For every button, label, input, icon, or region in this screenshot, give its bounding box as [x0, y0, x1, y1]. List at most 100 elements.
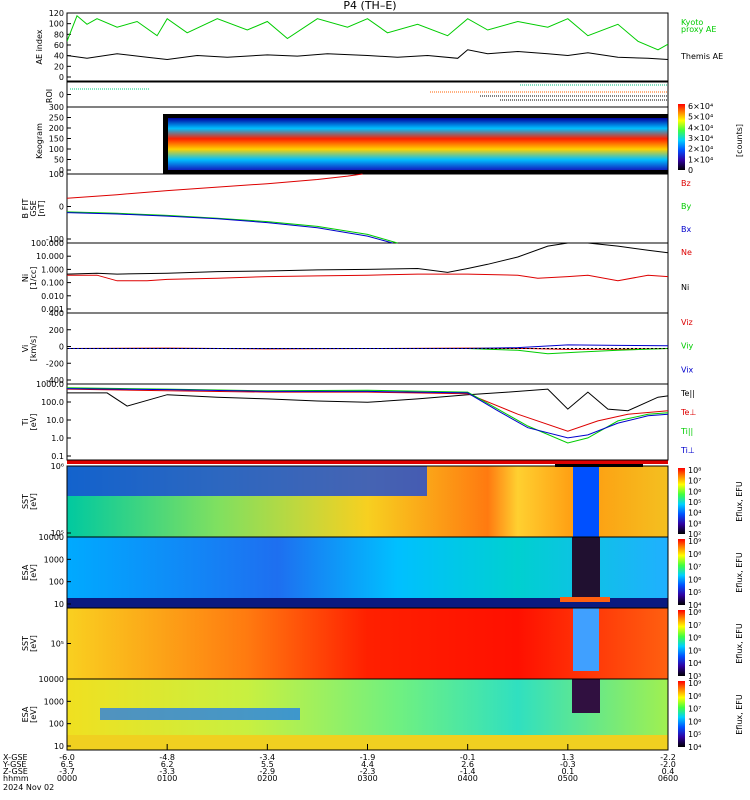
ytick-ae-2: 80: [54, 30, 64, 39]
series-bfield-1: [67, 211, 398, 244]
xtick-z-4: -1.4: [460, 767, 476, 776]
ytick-temperature-2: 10.0: [46, 416, 64, 425]
legend-temperature-0: Te||: [680, 389, 695, 398]
panel-density-frame: [66, 242, 669, 314]
ylabel-temperature: Ti[eV]: [21, 414, 38, 431]
cbar-tick-sst_e-3: 10⁵: [688, 498, 701, 507]
cbar-tick-sst_e-6: 10²: [688, 530, 701, 539]
sst-ion-colorbar: [678, 610, 685, 676]
ytick-esa_i-3: 10: [54, 742, 64, 751]
esa-electron-colorbar: [678, 539, 685, 605]
cbar-tick-keogram-5: 1×10⁴: [688, 155, 713, 164]
ytick-esa_i-2: 100: [49, 720, 64, 729]
ytick-ae-6: 0: [59, 73, 64, 82]
legend-ae-0: Kyoto proxy AE: [681, 18, 716, 34]
legend-velocity-0: Viz: [681, 318, 693, 327]
roi-lines: [70, 84, 668, 101]
separator-band: [67, 460, 668, 464]
ytick-temperature-3: 1.0: [51, 434, 64, 443]
xtick-y-5: -0.3: [560, 760, 576, 769]
cbar-tick-keogram-2: 4×10⁴: [688, 123, 713, 132]
legend-velocity-1: Viy: [681, 342, 694, 351]
row-label-x: X-GSE: [3, 753, 28, 762]
ylabel-sst_i: SST[eV]: [21, 635, 38, 652]
xtick-hhmm-3: 0300: [357, 774, 377, 783]
cbar-tick-sst_i-2: 10⁶: [688, 634, 701, 643]
colorbars: [678, 104, 685, 747]
ytick-temperature-0: 1000.0: [36, 380, 64, 389]
ytick-esa_e-3: 10: [54, 600, 64, 609]
xtick-x-2: -3.4: [260, 753, 276, 762]
xtick-hhmm-4: 0400: [457, 774, 477, 783]
keogram-colorbar: [678, 104, 685, 170]
ytick-esa_e-2: 100: [49, 578, 64, 587]
ytick-keogram-6: 0: [59, 166, 64, 175]
xtick-y-0: 6.5: [61, 760, 74, 769]
date-label: 2024 Nov 02: [3, 783, 54, 792]
y-axis-labels: AE index ROI Keogram: [35, 29, 54, 159]
ytick-velocity-4: -400: [46, 376, 64, 385]
legend-bfield-1: By: [681, 202, 691, 211]
row-label-z: Z-GSE: [3, 767, 28, 776]
xtick-x-6: -2.2: [660, 753, 676, 762]
cbar-tick-keogram-6: 0: [688, 166, 693, 175]
series-bfield-2: [67, 212, 393, 244]
legend-density-0: Ne: [681, 248, 692, 257]
sst-ion-spectrogram: [67, 608, 668, 679]
cbar-tick-sst_i-3: 10⁵: [688, 646, 701, 655]
cbar-tick-sst_i-1: 10⁷: [688, 621, 701, 630]
xtick-y-6: -2.0: [660, 760, 676, 769]
esa-ion-gap: [572, 679, 600, 713]
xtick-y-3: 4.4: [361, 760, 374, 769]
sst-electron-colorbar: [678, 468, 685, 534]
cbar-tick-esa_i-2: 10⁷: [688, 705, 701, 714]
series-density-1: [67, 242, 668, 275]
cbar-tick-esa_e-4: 10⁵: [688, 588, 701, 597]
ytick-ae-5: 20: [54, 62, 64, 71]
ytick-density-2: 1.000: [41, 265, 64, 274]
sst-ion-gap: [573, 608, 599, 671]
xtick-hhmm-2: 0200: [257, 774, 277, 783]
cbar-tick-keogram-0: 6×10⁴: [688, 102, 713, 111]
xtick-y-2: 5.5: [261, 760, 274, 769]
ytick-density-5: 0.001: [41, 305, 64, 314]
ytick-keogram-1: 250: [49, 114, 64, 123]
cbar-tick-esa_e-1: 10⁸: [688, 550, 701, 559]
xtick-hhmm-0: 0000: [57, 774, 77, 783]
panel-roi-frame: [66, 81, 669, 108]
ytick-sst_i-0: 10⁵: [51, 640, 64, 649]
cbar-label-esa_i: Eflux, EFU: [735, 694, 744, 735]
cbar-label-keogram: [counts]: [735, 124, 744, 157]
ytick-keogram-3: 150: [49, 135, 64, 144]
ytick-density-1: 10.000: [36, 252, 64, 261]
xtick-x-3: -1.9: [360, 753, 376, 762]
ytick-bfield-0: 100: [49, 170, 64, 179]
cbar-label-sst_e: Eflux, EFU: [735, 481, 744, 522]
ytick-esa_e-1: 1000: [44, 555, 64, 564]
ylabel-density: Ni[1/cc]: [21, 267, 38, 290]
cbar-tick-esa_i-0: 10⁹: [688, 679, 701, 688]
sst-electron-gap: [573, 466, 599, 537]
ytick-temperature-4: 0.1: [51, 452, 64, 461]
ytick-velocity-2: 0: [59, 343, 64, 352]
cbar-tick-sst_i-4: 10⁴: [688, 659, 701, 668]
xtick-x-5: 1.3: [561, 753, 574, 762]
cbar-tick-esa_e-3: 10⁶: [688, 575, 701, 584]
xtick-y-4: 2.6: [461, 760, 474, 769]
ytick-velocity-3: -200: [46, 359, 64, 368]
xtick-z-5: 0.1: [561, 767, 574, 776]
cbar-tick-sst_e-0: 10⁸: [688, 466, 701, 475]
cbar-tick-esa_i-4: 10⁵: [688, 730, 701, 739]
ytick-ae-0: 120: [49, 9, 64, 18]
esa-electron-spectrogram: [67, 537, 668, 608]
keogram-image: [168, 118, 668, 170]
legend-bfield-2: Bx: [681, 225, 691, 234]
plot-title: P4 (TH–E): [343, 0, 396, 12]
legend-density-1: Ni: [681, 283, 689, 292]
ytick-esa_i-0: 10000: [39, 675, 64, 684]
row-label-hhmm: hhmm: [3, 774, 29, 783]
ytick-keogram-2: 200: [49, 124, 64, 133]
series-temperature-3: [67, 388, 668, 439]
ytick-keogram-5: 50: [54, 156, 64, 165]
